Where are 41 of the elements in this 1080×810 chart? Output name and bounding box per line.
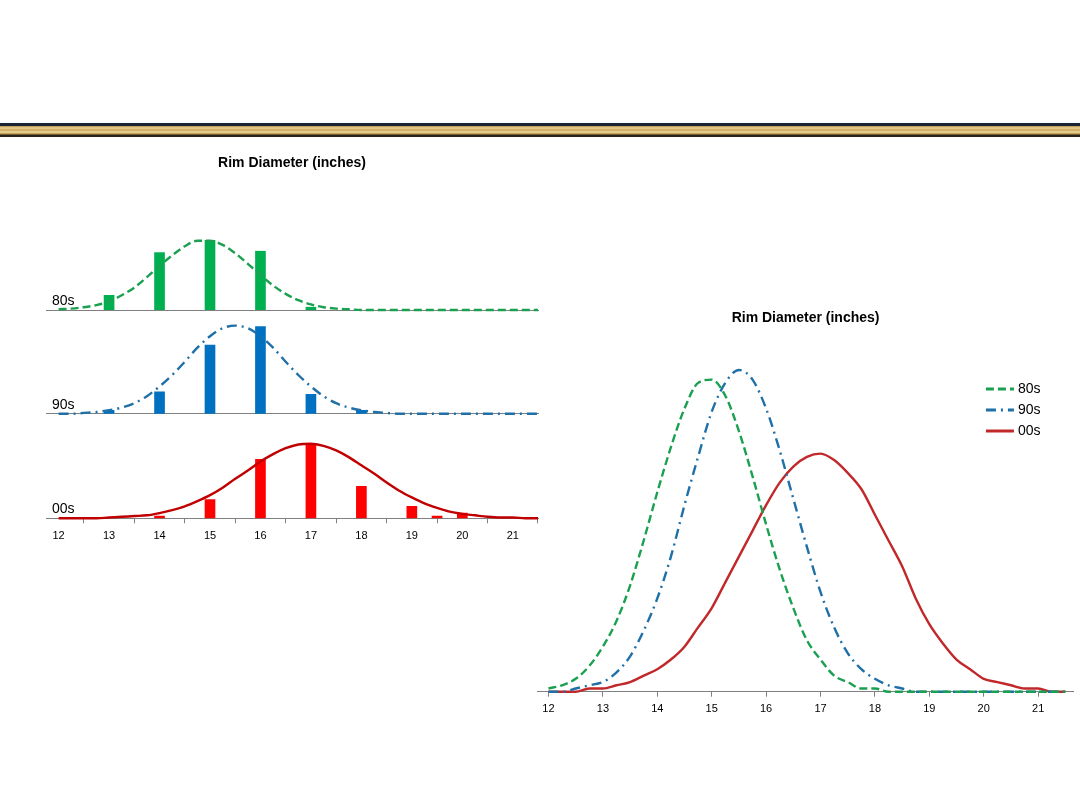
x-tick-label: 21 <box>506 528 519 541</box>
text: 80s <box>52 292 75 308</box>
bar <box>356 485 367 519</box>
bar <box>255 250 266 310</box>
chart-title: Rim Diameter (inches) <box>218 154 366 171</box>
legend-label: 80s <box>1017 379 1041 396</box>
x-tick-label: 18 <box>355 528 368 541</box>
x-tick-label: 20 <box>456 528 469 541</box>
bar <box>154 252 165 310</box>
text: 00s <box>52 500 75 517</box>
x-tick-label: 13 <box>102 528 116 541</box>
legend-label: 90s <box>1017 400 1041 417</box>
bar <box>204 344 216 414</box>
bar <box>255 459 266 519</box>
x-tick-label: 12 <box>52 528 65 541</box>
bar <box>204 499 216 519</box>
bar <box>154 391 165 414</box>
bar <box>305 394 317 414</box>
x-tick-label: 20 <box>977 702 990 715</box>
x-tick-label: 12 <box>542 702 555 715</box>
x-tick-label: 14 <box>651 702 664 715</box>
x-tick-label: 14 <box>153 528 166 541</box>
bar <box>305 443 317 519</box>
bar <box>305 306 317 310</box>
x-tick-label: 13 <box>596 702 610 715</box>
x-tick-label: 16 <box>759 702 773 715</box>
x-tick-label: 21 <box>1032 702 1045 715</box>
x-tick-label: 19 <box>923 702 936 715</box>
x-tick-label: 18 <box>868 702 882 715</box>
x-tick-label: 15 <box>203 528 217 541</box>
chart-title: Rim Diameter (inches) <box>731 309 880 326</box>
bar <box>255 326 266 414</box>
x-tick-label: 16 <box>254 528 267 541</box>
bar <box>406 506 418 519</box>
x-tick-label: 17 <box>304 528 318 541</box>
x-tick-label: 15 <box>705 702 718 715</box>
text: 90s <box>52 395 75 412</box>
bar <box>204 240 216 310</box>
x-tick-label: 19 <box>405 528 418 541</box>
x-tick-label: 17 <box>814 702 827 715</box>
legend-label: 00s <box>1017 421 1041 438</box>
